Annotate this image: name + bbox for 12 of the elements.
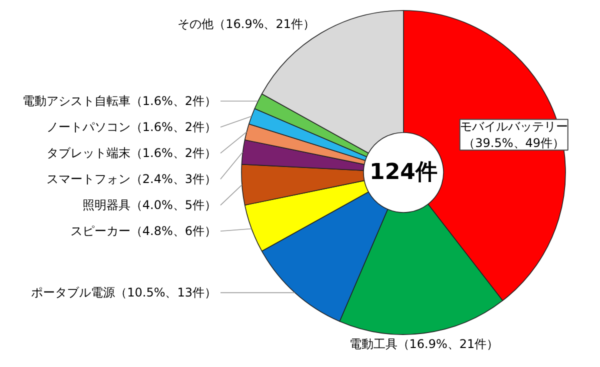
slice-label: スマートフォン（2.4%、3件） <box>46 172 217 186</box>
slice-label: スピーカー（4.8%、6件） <box>70 224 217 238</box>
slice-label: 電動工具（16.9%、21件） <box>349 337 499 352</box>
data-label: （39.5%、49件） <box>463 136 565 150</box>
text: 124件 <box>370 160 438 185</box>
slice-label: 電動アシスト自転車（1.6%、2件） <box>22 94 217 108</box>
slice-label: 照明器具（4.0%、5件） <box>82 198 217 212</box>
slice-label: モバイルバッテリー <box>460 119 568 134</box>
slice-label: ノートパソコン（1.6%、2件） <box>46 120 217 134</box>
slice-label: その他（16.9%、21件） <box>178 16 316 31</box>
slice-label: タブレット端末（1.6%、2件） <box>46 146 217 160</box>
slice-label: ポータブル電源（10.5%、13件） <box>31 286 216 300</box>
